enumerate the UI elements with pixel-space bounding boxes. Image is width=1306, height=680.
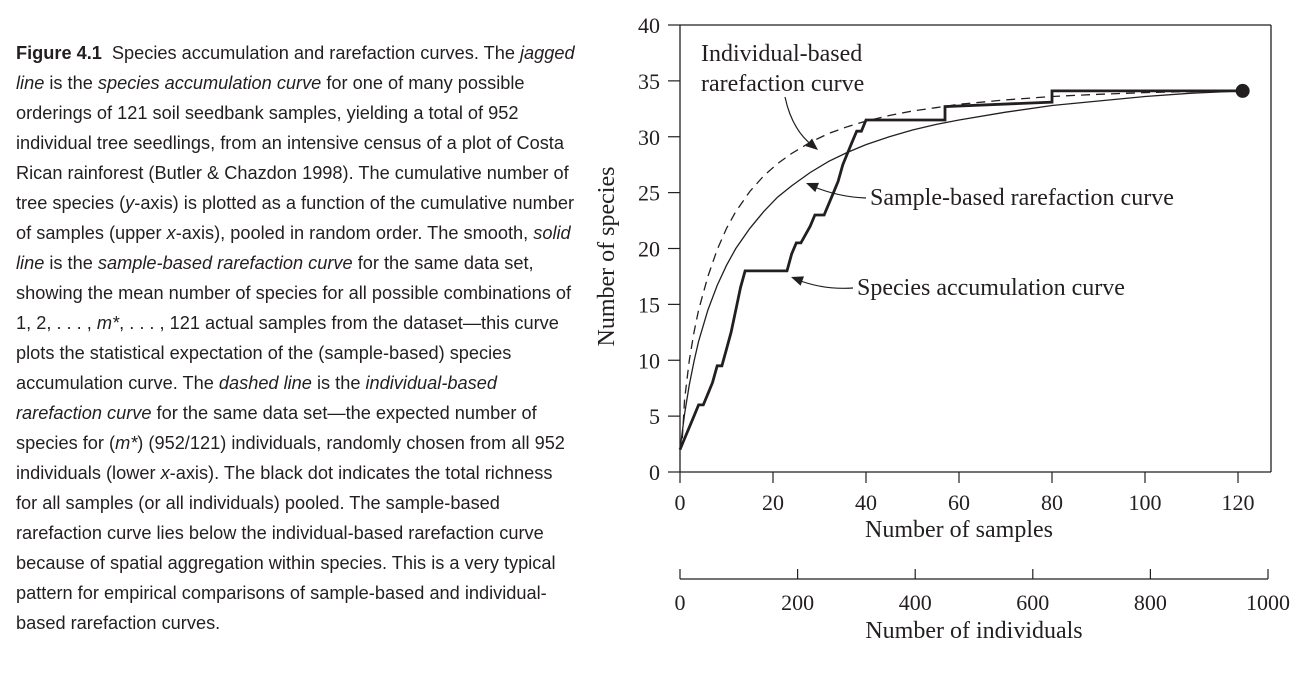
- caption-segment: x: [166, 223, 176, 243]
- caption-segment: is the: [44, 253, 98, 273]
- y-tick-label: 25: [638, 181, 660, 206]
- x2-tick-label: 0: [675, 590, 686, 615]
- caption-segment: for one of many possible orderings of 12…: [16, 73, 569, 213]
- annotation-arrowhead-accumulation: [791, 276, 804, 286]
- caption-segment: dashed line: [218, 373, 312, 393]
- caption-segment: -axis) is plotted as a function of the c…: [16, 193, 575, 243]
- annotation-individual-based: Individual-based rarefaction curve: [701, 41, 864, 97]
- y-tick-label: 30: [638, 125, 660, 150]
- caption-segment: sample-based rarefaction curve: [97, 253, 353, 273]
- annotation-arrow-sample: [811, 185, 867, 199]
- series-group: [678, 83, 1250, 451]
- series-species-accumulation-curve: [678, 89, 1243, 451]
- y-tick-label: 35: [638, 69, 660, 94]
- x2-tick-label: 600: [1016, 590, 1049, 615]
- figure-caption: Figure 4.1 Species accumulation and raref…: [16, 38, 576, 638]
- caption-segment: m*: [115, 433, 138, 453]
- y-tick-label: 20: [638, 237, 660, 262]
- x2-tick-label: 400: [899, 590, 932, 615]
- annotation-group: Individual-based rarefaction curve Sample-…: [701, 41, 1174, 301]
- caption-segment: is the: [311, 373, 366, 393]
- x2-tick-label: 800: [1134, 590, 1167, 615]
- annotation-arrow-individual: [784, 96, 814, 147]
- annotation-line: rarefaction curve: [701, 71, 864, 97]
- x-tick-label: 120: [1222, 490, 1255, 515]
- total-richness-dot: [1235, 83, 1250, 98]
- annotation-species-accumulation: Species accumulation curve: [857, 275, 1125, 301]
- caption-segment: jagged line: [16, 43, 575, 93]
- y-tick-label: 10: [638, 348, 660, 373]
- x-axis-label: Number of samples: [865, 517, 1053, 543]
- caption-segment: m*: [96, 313, 120, 333]
- x-axis: 0 20 40 60 80 100 120 Number of samples: [675, 24, 1271, 543]
- series-sample-based-rarefaction-curve: [679, 90, 1243, 450]
- x2-tick-label: 1000: [1246, 590, 1290, 615]
- annotation-line: Individual-based: [701, 41, 862, 67]
- caption-segment: for the same data set, showing the mean …: [16, 253, 572, 333]
- x2-axis-label: Number of individuals: [865, 618, 1082, 644]
- y-tick-label: 40: [638, 13, 660, 38]
- x-tick-label: 100: [1129, 490, 1162, 515]
- x-tick-label: 40: [855, 490, 877, 515]
- x-tick-label: 80: [1041, 490, 1063, 515]
- y-axis-label: Number of species: [594, 167, 620, 347]
- caption-segment: Species accumulation and rarefaction cur…: [111, 43, 521, 63]
- y-tick-label: 0: [649, 460, 660, 485]
- y-tick-label: 5: [649, 404, 660, 429]
- annotation-sample-based: Sample-based rarefaction curve: [870, 185, 1174, 211]
- annotation-arrow-accumulation: [797, 279, 854, 289]
- annotation-arrowhead-individual: [805, 138, 818, 150]
- caption-segment: individual-based rarefaction curve: [16, 373, 497, 423]
- caption-segment: -axis), pooled in random order. The smoo…: [175, 223, 534, 243]
- figure-label: Figure 4.1: [16, 43, 102, 63]
- y-axis: 0 5 10 15 20 25 30 35 40 Number of species: [594, 13, 1272, 485]
- caption-segment: , . . . , 121 actual samples from the da…: [16, 313, 559, 393]
- x2-axis: 0 200 400 600 800 1000 Number of individuals: [675, 569, 1290, 644]
- series-individual-based-rarefaction-curve: [681, 90, 1243, 439]
- caption-segment: ) (952/121) individuals, randomly chosen…: [16, 433, 565, 483]
- x2-tick-label: 200: [781, 590, 814, 615]
- caption-segment: y: [125, 193, 135, 213]
- caption-segment: -axis). The black dot indicates the tota…: [16, 463, 556, 633]
- caption-segment: for the same data set—the expected numbe…: [16, 403, 537, 453]
- x-tick-label: 20: [762, 490, 784, 515]
- caption-segment: is the: [44, 73, 98, 93]
- x-tick-label: 60: [948, 490, 970, 515]
- y-tick-label: 15: [638, 292, 660, 317]
- caption-segment: solid line: [16, 223, 571, 273]
- caption-segment: species accumulation curve: [97, 73, 322, 93]
- x-tick-label: 0: [675, 490, 686, 515]
- caption-body: Species accumulation and rarefaction cur…: [16, 43, 575, 633]
- caption-segment: x: [160, 463, 170, 483]
- annotation-arrowhead-sample: [806, 182, 819, 193]
